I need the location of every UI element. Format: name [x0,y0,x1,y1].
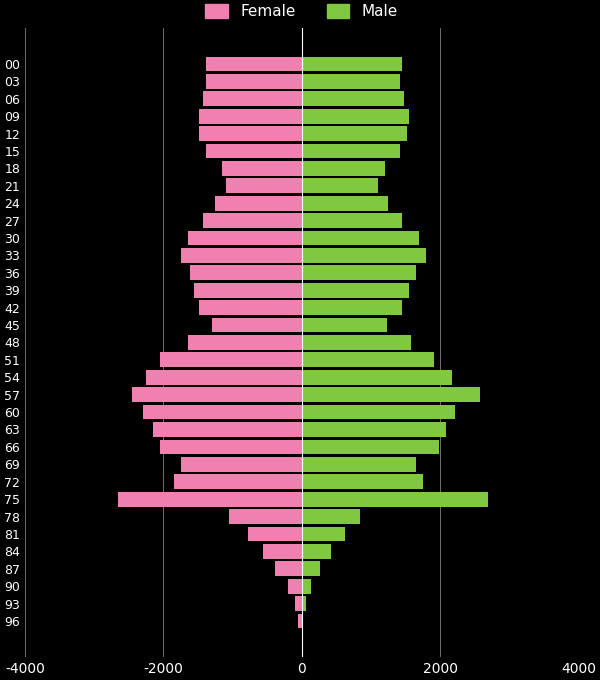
Bar [302,214,402,228]
Bar [212,318,302,333]
Bar [190,265,302,280]
Bar [302,509,361,524]
Bar [215,196,302,211]
Bar [153,422,302,437]
Bar [146,370,302,385]
Bar [302,492,488,507]
Bar [188,335,302,350]
Bar [302,544,331,559]
Bar [295,596,302,611]
Bar [188,231,302,245]
Bar [229,509,302,524]
Bar [302,457,416,472]
Bar [302,74,400,89]
Bar [143,405,302,420]
Bar [302,526,344,541]
Bar [302,231,419,245]
Bar [194,283,302,298]
Bar [302,109,409,124]
Bar [302,475,423,489]
Bar [302,352,434,367]
Bar [302,265,416,280]
Bar [302,335,411,350]
Bar [302,161,385,175]
Bar [302,178,378,193]
Bar [160,439,302,454]
Legend: Female, Male: Female, Male [199,0,404,25]
Bar [181,457,302,472]
Bar [132,388,302,402]
Bar [181,248,302,262]
Bar [203,91,302,106]
Bar [302,248,426,262]
Bar [174,475,302,489]
Bar [302,422,446,437]
Bar [160,352,302,367]
Bar [302,439,439,454]
Bar [206,74,302,89]
Bar [302,283,409,298]
Bar [302,196,388,211]
Bar [226,178,302,193]
Bar [206,56,302,71]
Bar [298,613,302,628]
Bar [302,405,455,420]
Bar [302,579,311,594]
Bar [302,143,400,158]
Bar [222,161,302,175]
Bar [118,492,302,507]
Bar [302,318,387,333]
Bar [302,91,404,106]
Bar [302,126,407,141]
Bar [199,301,302,315]
Bar [302,370,452,385]
Bar [263,544,302,559]
Bar [199,109,302,124]
Bar [275,562,302,576]
Bar [302,562,320,576]
Bar [302,596,306,611]
Bar [203,214,302,228]
Bar [302,56,402,71]
Bar [206,143,302,158]
Bar [302,388,480,402]
Bar [302,613,303,628]
Bar [248,526,302,541]
Bar [288,579,302,594]
Bar [199,126,302,141]
Bar [302,301,402,315]
